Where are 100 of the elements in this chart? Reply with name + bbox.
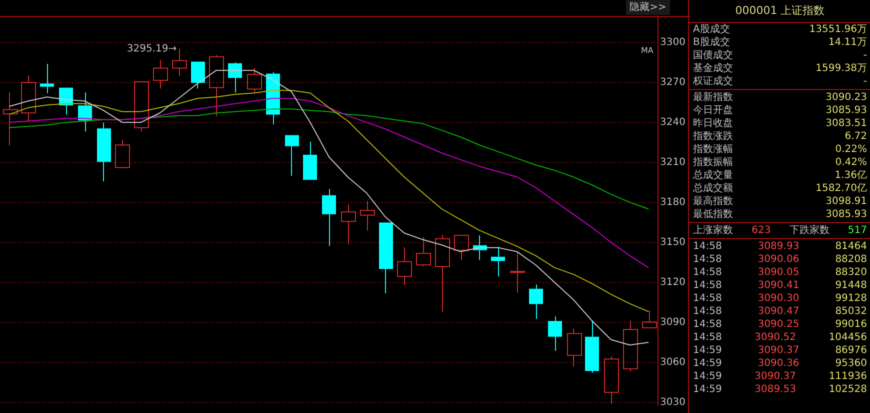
text: 3090.25	[758, 318, 800, 331]
text: 104456	[828, 331, 867, 344]
candlestick	[3, 92, 18, 146]
text: 14:58	[693, 253, 722, 266]
text: 3090.41	[758, 279, 800, 292]
y-tick-label: 3270	[660, 76, 686, 88]
text: 3085.93	[826, 208, 867, 221]
candlestick	[228, 62, 242, 94]
text: 指数振幅	[693, 156, 733, 169]
y-tick-label: 3240	[660, 116, 686, 128]
text: 86976	[835, 344, 867, 357]
text: 000001 上证指数	[689, 0, 870, 23]
text: 95360	[835, 357, 867, 370]
candlestick	[360, 200, 375, 232]
candlestick	[285, 135, 299, 176]
text: 最低指数	[693, 208, 733, 221]
text: 111936	[828, 370, 867, 383]
candlestick	[623, 320, 638, 372]
candlestick	[529, 284, 543, 320]
text: A股成交	[693, 23, 730, 36]
candlestick	[491, 246, 505, 277]
candlestick	[322, 188, 336, 246]
text: 14:58	[693, 331, 722, 344]
text: 14:58	[693, 292, 722, 305]
text: 总成交额	[693, 182, 733, 195]
y-tick-label: 3300	[660, 36, 686, 48]
text: 国债成交	[693, 49, 733, 62]
text: 1.36亿	[834, 169, 867, 182]
text: B股成交	[693, 36, 730, 49]
text: 3089.53	[754, 383, 796, 396]
text: 14:59	[693, 344, 722, 357]
text: -	[863, 75, 867, 88]
y-tick-label: 3030	[660, 396, 686, 408]
y-tick-label: 3060	[660, 356, 686, 368]
text: 1582.70亿	[816, 182, 867, 195]
text: 102528	[828, 383, 867, 396]
candlestick	[567, 328, 582, 367]
candlestick	[134, 81, 149, 132]
candlestick	[153, 59, 168, 89]
candlestick	[435, 234, 450, 312]
text: 3090.37	[758, 344, 800, 357]
text: 下跌家数	[789, 224, 830, 237]
text: 99128	[835, 292, 867, 305]
text: 3098.91	[826, 195, 867, 208]
text: 今日开盘	[693, 104, 733, 117]
text: 81464	[835, 240, 867, 253]
text: 0.42%	[835, 156, 867, 169]
candlestick	[416, 236, 431, 267]
text: 3090.47	[758, 305, 800, 318]
candlestick	[341, 204, 356, 245]
text: 14:58	[693, 318, 722, 331]
text: 3090.52	[754, 331, 796, 344]
text: 99016	[835, 318, 867, 331]
text: 指数涨跌	[693, 130, 733, 143]
text: 13551.96万	[809, 23, 867, 36]
text: 14.11万	[828, 36, 867, 49]
text: 1599.38万	[816, 62, 867, 75]
annotation: 3295.19→	[126, 43, 177, 54]
text: 14:58	[693, 305, 722, 318]
candlestick	[585, 320, 599, 374]
candlestick	[510, 251, 525, 294]
text: 14:59	[693, 357, 722, 370]
text: 623	[752, 224, 771, 237]
text: 3090.37	[754, 370, 796, 383]
candlestick	[642, 310, 657, 328]
candlestick	[209, 54, 224, 117]
text: 14:58	[693, 266, 722, 279]
text: 14:59	[693, 383, 722, 396]
y-tick-label: 3180	[660, 196, 686, 208]
text: 3083.51	[826, 117, 867, 130]
candlestick	[454, 234, 469, 260]
text: 3089.93	[758, 240, 800, 253]
candlestick	[397, 247, 412, 286]
candlestick	[40, 63, 54, 94]
text: 3090.05	[758, 266, 800, 279]
text: 14:58	[693, 279, 722, 292]
y-tick-label: 3150	[660, 236, 686, 248]
text: 最新指数	[693, 91, 733, 104]
text: 91448	[835, 279, 867, 292]
candlestick	[303, 141, 317, 180]
text: 3090.30	[758, 292, 800, 305]
text: 基金成交	[693, 62, 733, 75]
text: 3090.23	[826, 91, 867, 104]
text: 上涨家数	[693, 224, 733, 237]
text: 最高指数	[693, 195, 733, 208]
y-tick-label: 3090	[660, 316, 686, 328]
text: 指数涨幅	[693, 143, 733, 156]
candlestick	[604, 356, 619, 404]
candlestick	[21, 74, 36, 122]
y-tick-label: 3210	[660, 156, 686, 168]
text: 88208	[835, 253, 867, 266]
candlestick	[379, 222, 393, 294]
candlestick	[78, 92, 92, 132]
text: 隐藏>>	[626, 0, 670, 15]
text: 6.72	[844, 130, 867, 143]
text: 3085.93	[826, 104, 867, 117]
text: 14:58	[693, 240, 722, 253]
candlestick	[548, 316, 562, 352]
y-tick-label: 3120	[660, 276, 686, 288]
text: 85032	[835, 305, 867, 318]
